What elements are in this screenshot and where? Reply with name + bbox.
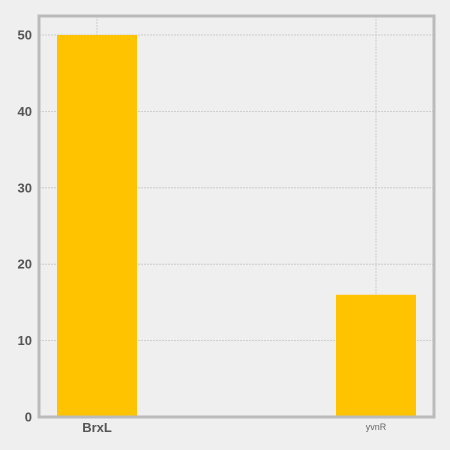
y-tick-label: 10 — [18, 333, 32, 348]
bars — [57, 35, 416, 417]
y-tick-label: 50 — [18, 28, 32, 43]
y-tick-label: 0 — [25, 410, 32, 425]
x-axis-ticks: BrxL yvnR — [82, 420, 387, 435]
bar-yvnr — [336, 294, 416, 417]
plot-frame — [37, 14, 436, 419]
y-tick-label: 20 — [18, 257, 32, 272]
x-tick-label: BrxL — [82, 420, 112, 435]
bar-brxl — [57, 35, 137, 417]
y-tick-label: 30 — [18, 180, 32, 195]
y-tick-label: 40 — [18, 104, 32, 119]
x-tick-label: yvnR — [366, 422, 387, 432]
y-axis-ticks: 0 10 20 30 40 50 — [18, 28, 32, 425]
